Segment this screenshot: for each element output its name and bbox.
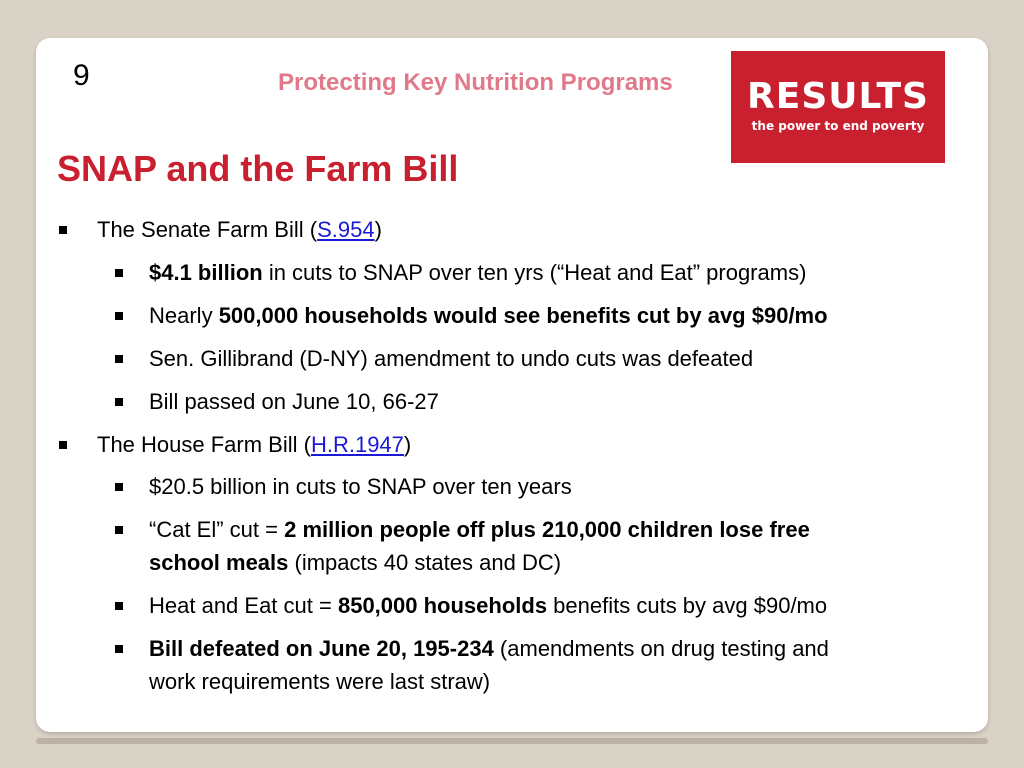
bullet-bold: $4.1 billion [149, 260, 263, 285]
bullet-text: (impacts 40 states and DC) [288, 550, 562, 575]
bullet-suffix: ) [403, 432, 412, 457]
bullet-senate: The Senate Farm Bill (S.954) [59, 213, 382, 247]
square-bullet-icon [115, 602, 123, 610]
square-bullet-icon [115, 269, 123, 277]
square-bullet-icon [115, 526, 123, 534]
header-title: Protecting Key Nutrition Programs [278, 69, 673, 96]
bullet-bold: school meals [149, 550, 289, 575]
bottom-rule [36, 738, 988, 744]
bullet-house-catel-line2: school meals (impacts 40 states and DC) [149, 546, 561, 580]
bullet-senate-households: Nearly 500,000 households would see bene… [115, 299, 828, 333]
bullet-text: (amendments on drug testing and [493, 636, 829, 661]
bullet-house-cuts: $20.5 billion in cuts to SNAP over ten y… [115, 470, 572, 504]
slide-title: SNAP and the Farm Bill [57, 148, 459, 189]
bullet-senate-cuts: $4.1 billion in cuts to SNAP over ten yr… [115, 256, 807, 290]
bullet-senate-amendment: Sen. Gillibrand (D-NY) amendment to undo… [115, 342, 754, 376]
bullet-text: Sen. Gillibrand (D-NY) amendment to undo… [149, 346, 754, 371]
square-bullet-icon [115, 645, 123, 653]
bullet-prefix: The House Farm Bill ( [97, 432, 311, 457]
square-bullet-icon [115, 398, 123, 406]
bullet-text: “Cat El” cut = [149, 517, 285, 542]
bullet-bold: 850,000 households [337, 593, 548, 618]
bullet-house: The House Farm Bill (H.R.1947) [59, 428, 412, 462]
bullet-text: Nearly [149, 303, 219, 328]
square-bullet-icon [59, 226, 67, 234]
bullet-text: Heat and Eat cut = [149, 593, 338, 618]
square-bullet-icon [59, 441, 67, 449]
results-logo: RESULTS the power to end poverty [731, 51, 945, 163]
link-hr1947[interactable]: H.R.1947 [310, 432, 404, 457]
bullet-bold: 2 million people off plus 210,000 childr… [284, 517, 810, 542]
bullet-text: Bill passed on June 10, 66-27 [149, 389, 439, 414]
bullet-bold: Bill defeated on June 20, 195-234 [149, 636, 494, 661]
logo-word: RESULTS [747, 76, 929, 117]
bullet-suffix: ) [374, 217, 382, 242]
bullet-senate-passed: Bill passed on June 10, 66-27 [115, 385, 439, 419]
slide-number: 9 [73, 59, 90, 92]
bullet-house-defeated: Bill defeated on June 20, 195-234 (amend… [115, 632, 829, 666]
logo-tagline: the power to end poverty [751, 119, 925, 133]
bullet-house-defeated-line2: work requirements were last straw) [149, 665, 490, 699]
bullet-text: work requirements were last straw) [149, 669, 491, 694]
bullet-text: $20.5 billion in cuts to SNAP over ten y… [149, 474, 572, 499]
square-bullet-icon [115, 355, 123, 363]
square-bullet-icon [115, 312, 123, 320]
bullet-house-heateat: Heat and Eat cut = 850,000 households be… [115, 589, 828, 623]
bullet-text: in cuts to SNAP over ten yrs (“Heat and … [262, 260, 807, 285]
bullet-text: benefits cuts by avg $90/mo [547, 593, 828, 618]
square-bullet-icon [115, 483, 123, 491]
bullet-house-catel: “Cat El” cut = 2 million people off plus… [115, 513, 810, 547]
bullet-prefix: The Senate Farm Bill ( [97, 217, 318, 242]
bullet-bold: 500,000 households would see benefits cu… [218, 303, 828, 328]
link-s954[interactable]: S.954 [317, 217, 375, 242]
